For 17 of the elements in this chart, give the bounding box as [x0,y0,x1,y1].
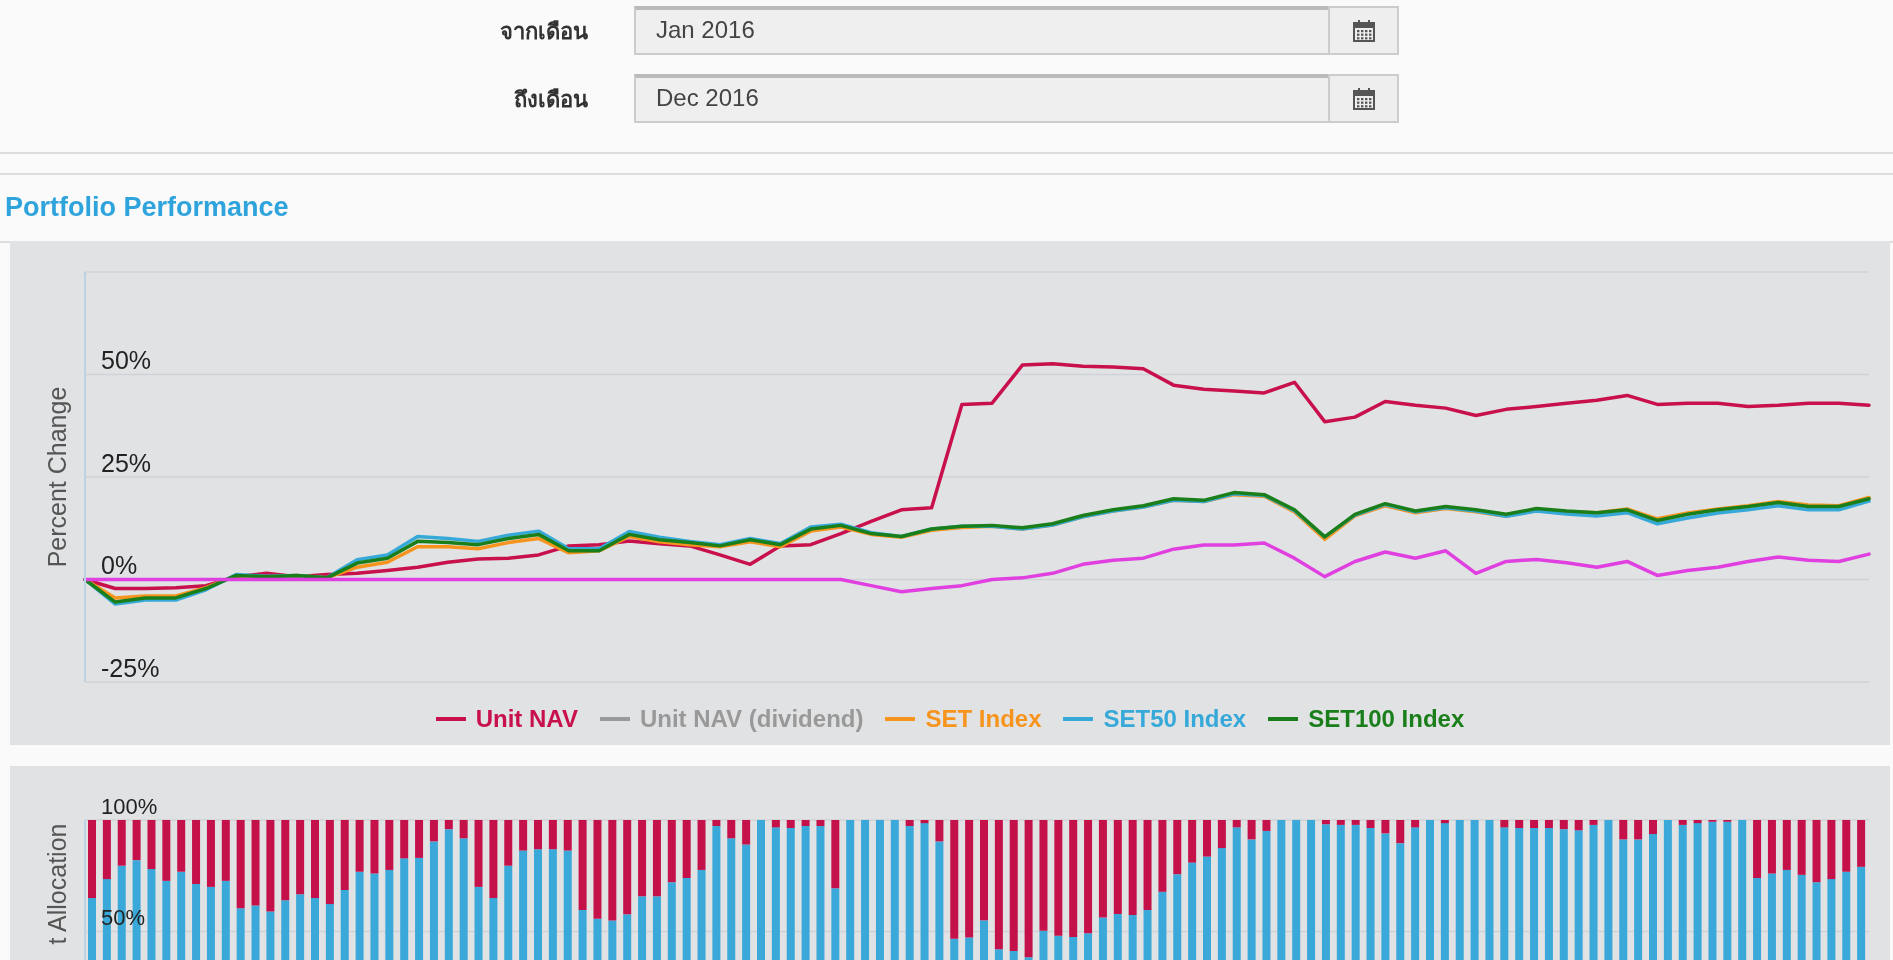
text: จากเดือน [500,18,588,46]
chart-title: Portfolio Performance [5,192,289,223]
legend-label: Unit NAV (dividend) [639,705,864,733]
y-tick-label: 0% [101,551,138,580]
text: Jan 2016 [656,16,755,44]
y-axis-title: t Allocation [42,823,72,945]
y-axis-title: Percent Change [42,386,72,568]
y-tick-label: 100% [101,793,158,819]
text: Dec 2016 [656,84,759,112]
y-tick-label: 25% [101,448,152,477]
legend-label: SET Index [925,705,1042,733]
legend-label: Unit NAV [475,705,578,733]
legend-label: SET50 Index [1103,705,1247,733]
y-tick-label: -25% [101,653,160,682]
y-tick-label: 50% [101,346,152,375]
legend-label: SET100 Index [1308,705,1465,733]
text: ถึงเดือน [514,86,588,114]
